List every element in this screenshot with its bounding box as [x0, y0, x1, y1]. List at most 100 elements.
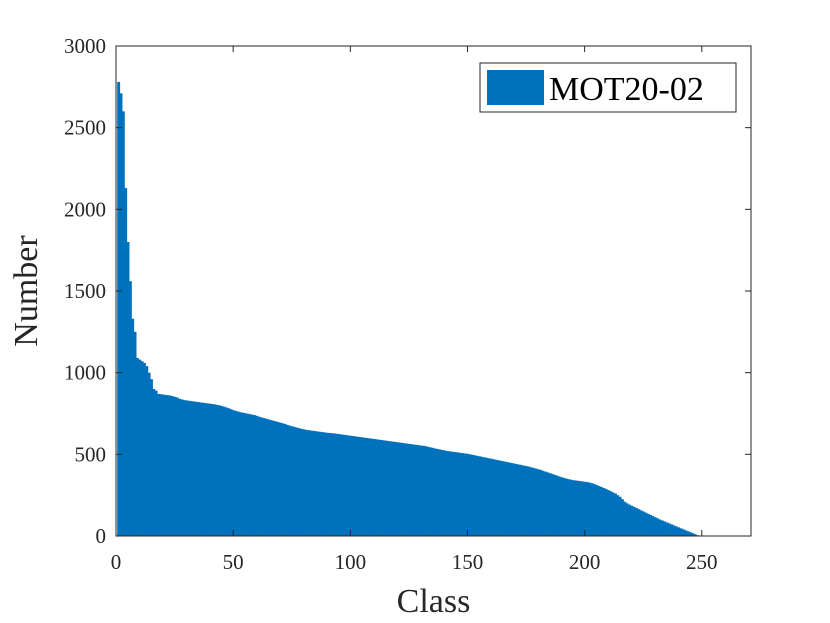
bar [604, 488, 608, 536]
bar [381, 440, 385, 536]
bar [426, 446, 430, 536]
bar [503, 461, 507, 536]
y-tick-labels: 0 500 1000 1500 2000 2500 3000 [64, 34, 106, 548]
bar [281, 423, 285, 536]
bar [353, 436, 357, 536]
bar [199, 402, 203, 536]
bar [332, 433, 336, 536]
bar [276, 421, 280, 536]
x-tick-labels: 0 50 100 150 200 250 [111, 550, 718, 574]
bar [463, 453, 467, 536]
bar [140, 361, 144, 536]
bar [581, 481, 585, 536]
bar [663, 521, 667, 536]
bar [264, 418, 268, 536]
bar [154, 390, 158, 536]
bar [489, 458, 493, 536]
bar [665, 522, 669, 536]
bar [597, 486, 601, 536]
bar [314, 431, 317, 536]
bar [410, 444, 414, 536]
bar [133, 331, 137, 536]
bar [456, 452, 460, 536]
bar [538, 469, 542, 536]
bar [185, 400, 189, 536]
bar [524, 466, 528, 536]
bar [459, 452, 463, 536]
bar [454, 452, 458, 536]
bar [335, 433, 339, 536]
bar [407, 443, 411, 536]
bar [515, 464, 519, 536]
bar [234, 410, 238, 536]
bar [379, 439, 383, 536]
bar [182, 400, 186, 536]
bar [302, 429, 306, 536]
x-tick-label: 200 [569, 550, 601, 574]
y-tick-label: 1000 [64, 361, 106, 385]
bar [173, 396, 177, 536]
bar [260, 417, 264, 536]
bar [321, 432, 324, 536]
bar [627, 504, 631, 536]
bar [196, 402, 200, 536]
bar [365, 438, 369, 536]
bar [501, 461, 505, 536]
bar [274, 421, 278, 536]
bar [164, 394, 167, 536]
x-tick-label: 150 [452, 550, 484, 574]
bar [496, 460, 500, 536]
bar [475, 455, 479, 536]
bar [285, 424, 289, 536]
bar [574, 480, 578, 536]
bar [227, 408, 231, 536]
bar [372, 438, 376, 536]
bar [639, 510, 643, 536]
bar [316, 431, 320, 536]
bar [255, 415, 259, 536]
bar [534, 468, 538, 536]
bar [145, 366, 149, 536]
bar [445, 450, 449, 536]
bar [541, 470, 545, 536]
bar [625, 503, 629, 536]
x-tick-label: 50 [223, 550, 244, 574]
bar [419, 445, 423, 536]
bar [157, 393, 160, 536]
bar [660, 520, 664, 536]
bar [304, 429, 308, 536]
bar-series [117, 81, 699, 537]
bar [555, 475, 559, 536]
x-tick-label: 0 [111, 550, 122, 574]
bar [342, 434, 346, 536]
bar [178, 398, 182, 536]
bar [412, 444, 416, 536]
bar [576, 480, 580, 536]
bar [642, 511, 645, 536]
bar [672, 525, 676, 536]
bar [166, 395, 170, 536]
bar [649, 514, 653, 536]
bar [424, 446, 428, 536]
bar [222, 406, 226, 536]
bar [508, 462, 512, 536]
plot-frame [115, 45, 752, 537]
bar [522, 465, 526, 536]
bar [623, 501, 627, 536]
bar [161, 394, 165, 536]
bar [250, 414, 254, 536]
legend-swatch [487, 70, 544, 105]
bar [278, 422, 282, 536]
bar [578, 481, 582, 536]
bar [318, 431, 322, 536]
bar [396, 442, 399, 536]
bar [677, 527, 681, 536]
bar [499, 460, 503, 536]
bar [688, 532, 692, 536]
bar [306, 430, 310, 536]
bar [175, 397, 179, 536]
y-axis-label: Number [8, 235, 45, 347]
bar [478, 456, 481, 536]
bar [616, 495, 620, 536]
bar [323, 432, 327, 536]
